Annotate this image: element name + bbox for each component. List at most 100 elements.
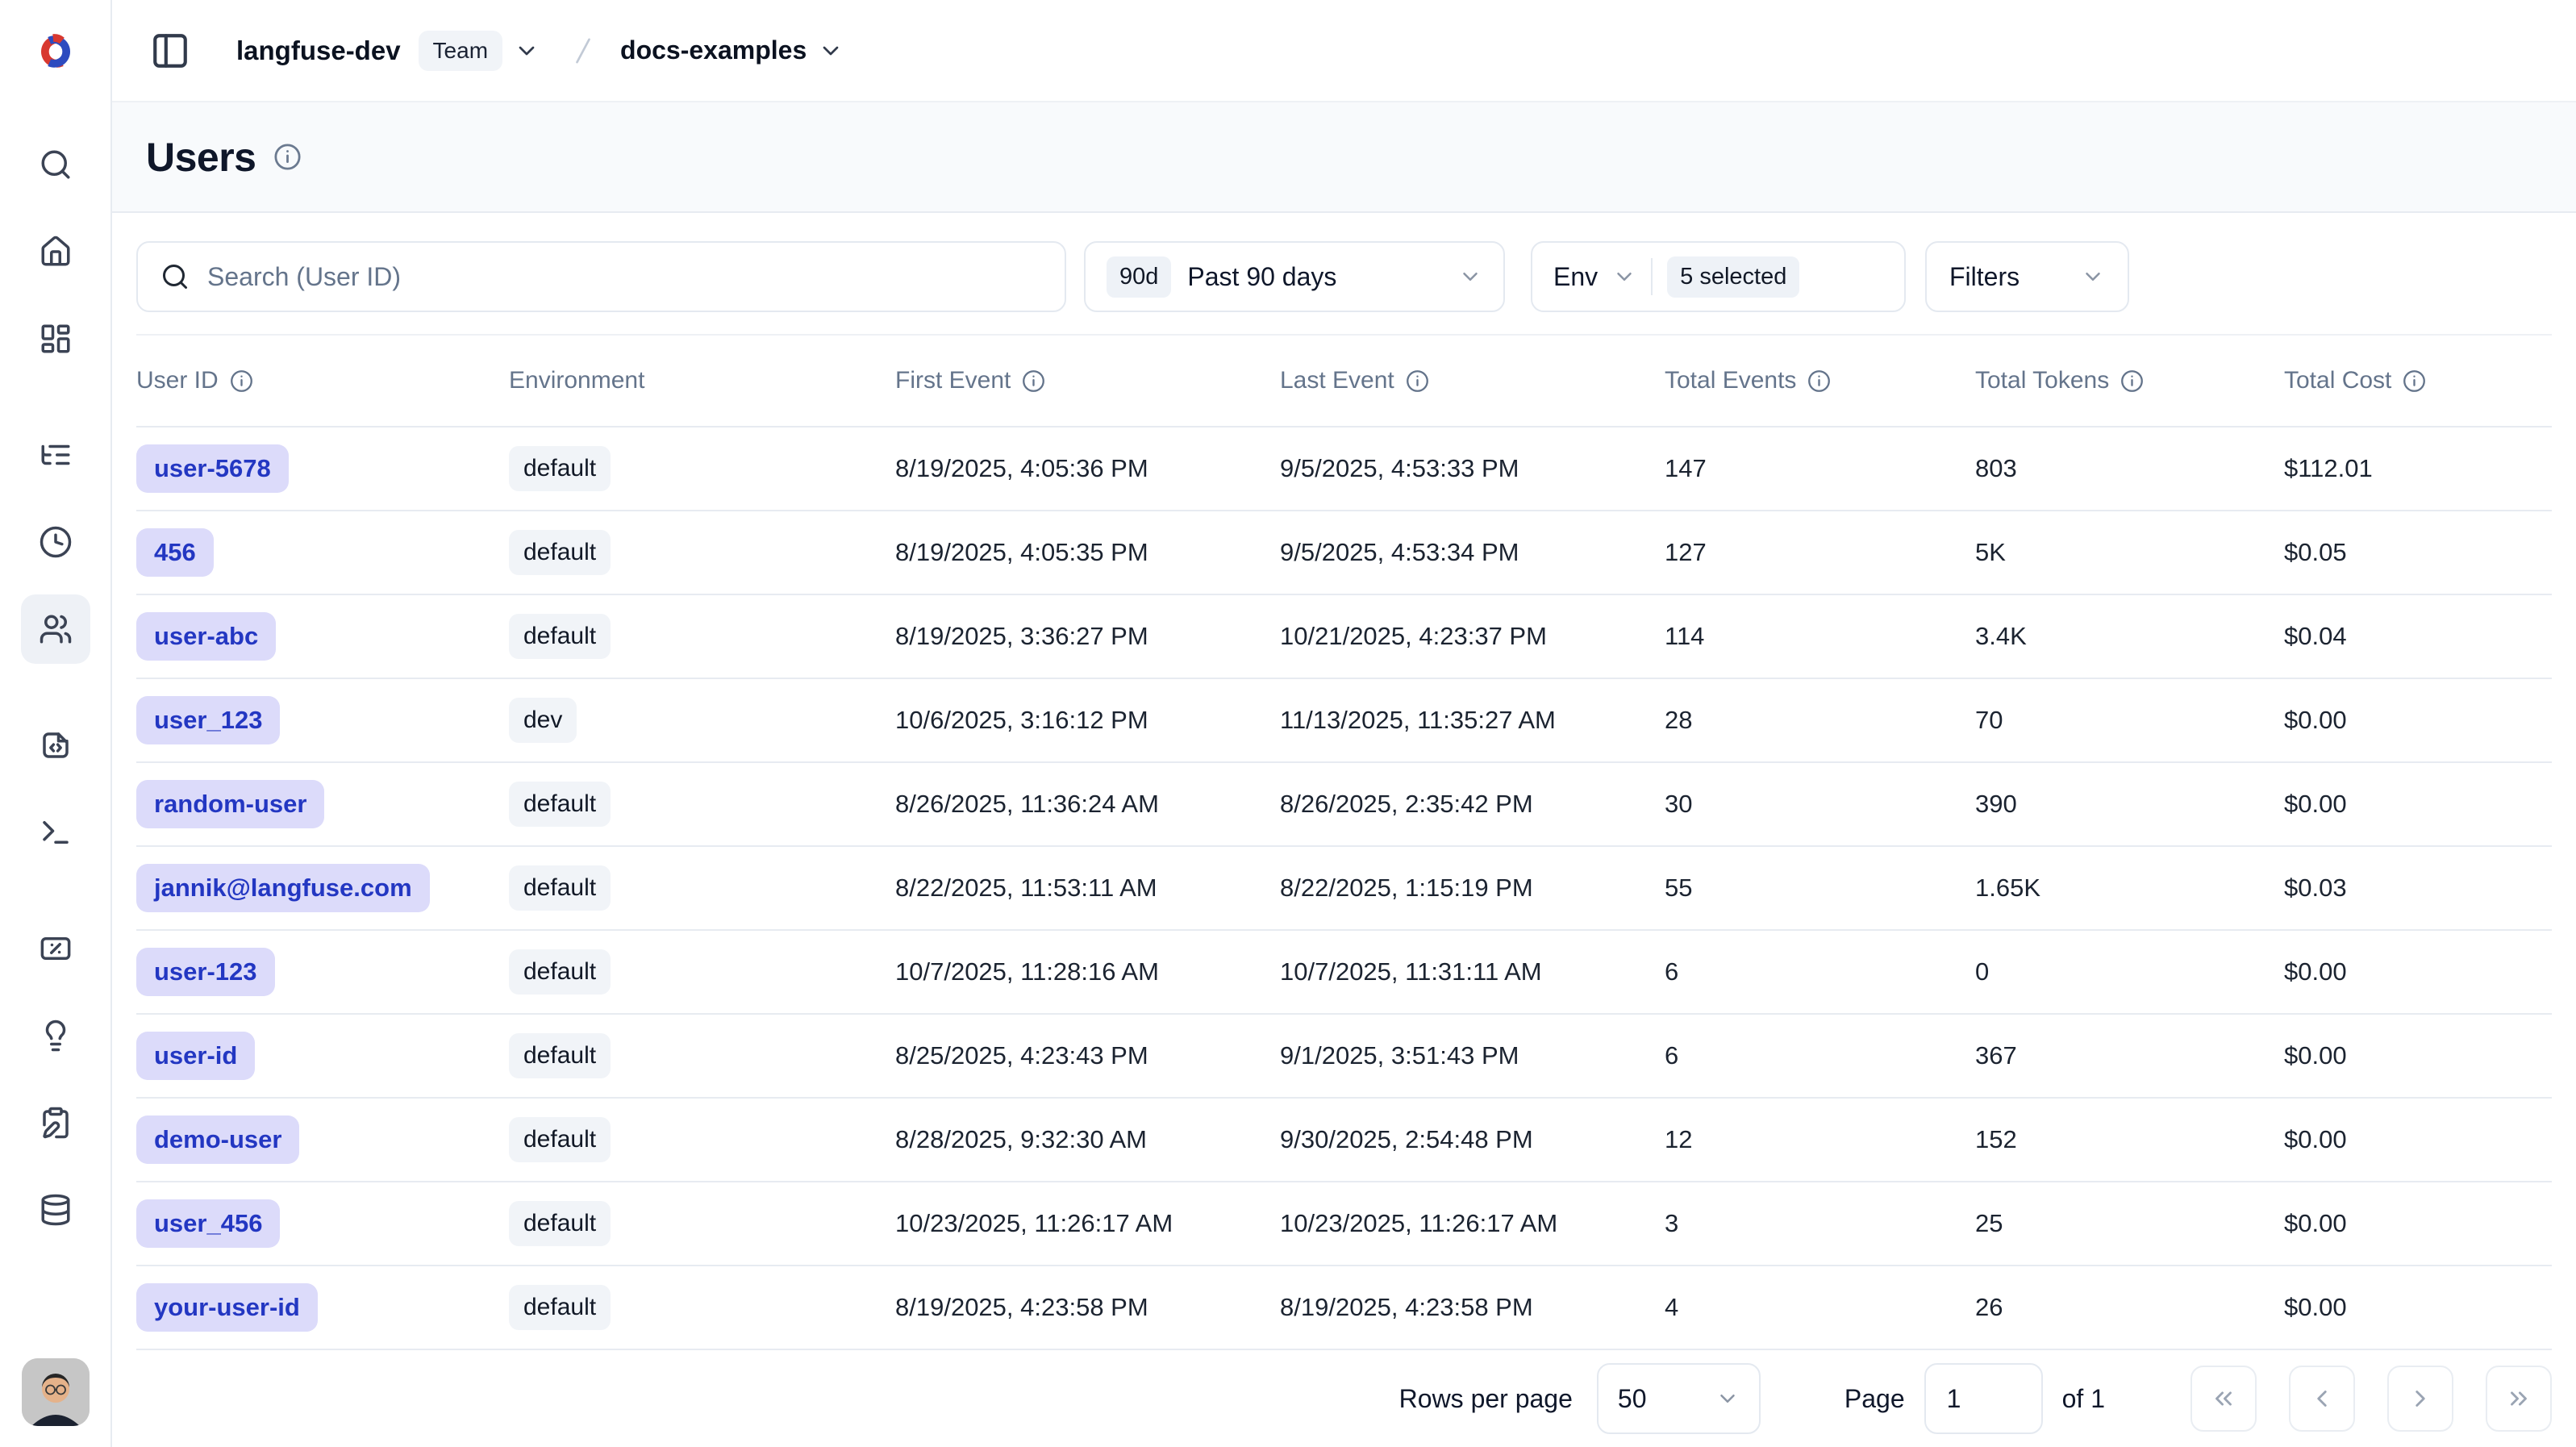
date-range-badge: 90d (1107, 256, 1171, 298)
page-title: Users (146, 134, 256, 181)
table-row[interactable]: user_456 default 10/23/2025, 11:26:17 AM… (136, 1182, 2552, 1266)
sidebar-item-playground[interactable] (21, 798, 90, 867)
column-label: Total Cost (2284, 367, 2391, 394)
column-label: User ID (136, 367, 219, 394)
environment-cell: default (509, 865, 895, 911)
first-page-button[interactable] (2190, 1366, 2257, 1432)
last-event-cell: 9/5/2025, 4:53:33 PM (1280, 454, 1665, 483)
total-events-cell: 3 (1665, 1209, 1975, 1238)
dashboard-grid-icon (39, 322, 73, 356)
total-events-cell: 6 (1665, 957, 1975, 986)
search-input[interactable] (207, 262, 1042, 292)
filters-button[interactable]: Filters (1925, 241, 2129, 312)
project-switcher-button[interactable] (818, 38, 844, 64)
user-id-pill[interactable]: user-abc (136, 612, 276, 661)
sidebar-item-sessions[interactable] (21, 507, 90, 577)
rows-per-page-value: 50 (1618, 1384, 1647, 1414)
table-header-row: User ID Environment First Event Last Eve… (136, 336, 2552, 427)
total-cost-cell: $0.00 (2284, 706, 2552, 735)
user-id-pill[interactable]: random-user (136, 780, 324, 828)
filters-label: Filters (1949, 262, 2020, 292)
sidebar-item-tracing[interactable] (21, 420, 90, 490)
environment-filter-button[interactable]: Env 5 selected (1531, 241, 1906, 312)
table-row[interactable]: user-id default 8/25/2025, 4:23:43 PM 9/… (136, 1015, 2552, 1099)
sidebar-item-prompts[interactable] (21, 711, 90, 780)
first-event-cell: 8/22/2025, 11:53:11 AM (895, 874, 1280, 903)
app-root: langfuse-dev Team docs-examples Users (0, 0, 2576, 1447)
user-id-pill[interactable]: user_123 (136, 696, 280, 744)
chevron-down-icon (818, 38, 844, 64)
info-icon[interactable] (1807, 369, 1832, 394)
column-header-total-events: Total Events (1665, 367, 1975, 394)
total-events-cell: 30 (1665, 790, 1975, 819)
table-row[interactable]: user_123 dev 10/6/2025, 3:16:12 PM 11/13… (136, 679, 2552, 763)
date-range-button[interactable]: 90d Past 90 days (1084, 241, 1505, 312)
sidebar-item-evaluation[interactable] (21, 914, 90, 983)
table-row[interactable]: 456 default 8/19/2025, 4:05:35 PM 9/5/20… (136, 511, 2552, 595)
column-header-total-tokens: Total Tokens (1975, 367, 2284, 394)
table-row[interactable]: demo-user default 8/28/2025, 9:32:30 AM … (136, 1099, 2552, 1182)
page-info-icon[interactable] (273, 142, 302, 172)
table-row[interactable]: your-user-id default 8/19/2025, 4:23:58 … (136, 1266, 2552, 1350)
sidebar-item-home[interactable] (21, 217, 90, 286)
sidebar-item-annotation[interactable] (21, 1088, 90, 1157)
breadcrumb-org[interactable]: langfuse-dev (236, 35, 401, 66)
rows-per-page-select[interactable]: 50 (1597, 1363, 1761, 1434)
user-id-pill[interactable]: your-user-id (136, 1283, 318, 1332)
last-event-cell: 11/13/2025, 11:35:27 AM (1280, 706, 1665, 735)
sidebar-item-datasets[interactable] (21, 1175, 90, 1245)
sidebar-item-insights[interactable] (21, 1001, 90, 1070)
column-label: Total Events (1665, 367, 1796, 394)
total-cost-cell: $0.00 (2284, 790, 2552, 819)
column-label: Total Tokens (1975, 367, 2109, 394)
user-id-pill[interactable]: demo-user (136, 1115, 299, 1164)
user-id-pill[interactable]: user-123 (136, 948, 275, 996)
total-events-cell: 6 (1665, 1041, 1975, 1070)
info-icon[interactable] (1405, 369, 1430, 394)
user-id-pill[interactable]: user-id (136, 1032, 255, 1080)
search-icon (160, 262, 190, 291)
table-row[interactable]: random-user default 8/26/2025, 11:36:24 … (136, 763, 2552, 847)
org-switcher-button[interactable] (514, 38, 540, 64)
table-row[interactable]: user-5678 default 8/19/2025, 4:05:36 PM … (136, 427, 2552, 511)
next-page-button[interactable] (2387, 1366, 2453, 1432)
user-id-pill[interactable]: user-5678 (136, 444, 289, 493)
info-icon[interactable] (2120, 369, 2145, 394)
info-icon[interactable] (2402, 369, 2427, 394)
column-label: Last Event (1280, 367, 1394, 394)
total-tokens-cell: 1.65K (1975, 874, 2284, 903)
table-row[interactable]: jannik@langfuse.com default 8/22/2025, 1… (136, 847, 2552, 931)
topbar: langfuse-dev Team docs-examples (112, 0, 2576, 102)
total-cost-cell: $0.00 (2284, 1293, 2552, 1322)
breadcrumb-project[interactable]: docs-examples (620, 35, 807, 65)
environment-badge: default (509, 446, 611, 491)
user-id-cell: user-id (136, 1032, 509, 1080)
environment-filter-label: Env (1553, 262, 1598, 292)
sidebar-item-users[interactable] (21, 594, 90, 664)
last-page-button[interactable] (2486, 1366, 2552, 1432)
avatar-photo (22, 1358, 90, 1426)
sidebar-item-dashboards[interactable] (21, 304, 90, 373)
first-event-cell: 8/19/2025, 4:23:58 PM (895, 1293, 1280, 1322)
user-id-pill[interactable]: user_456 (136, 1199, 280, 1248)
table-row[interactable]: user-abc default 8/19/2025, 3:36:27 PM 1… (136, 595, 2552, 679)
user-id-pill[interactable]: 456 (136, 528, 214, 577)
org-logo[interactable] (0, 0, 110, 102)
environment-badge: default (509, 949, 611, 995)
user-id-pill[interactable]: jannik@langfuse.com (136, 864, 430, 912)
total-cost-cell: $0.03 (2284, 874, 2552, 903)
total-cost-cell: $0.05 (2284, 538, 2552, 567)
sidebar-toggle-button[interactable] (148, 28, 193, 73)
chevron-right-icon (2407, 1385, 2434, 1412)
previous-page-button[interactable] (2289, 1366, 2355, 1432)
environment-badge: default (509, 530, 611, 575)
user-avatar[interactable] (22, 1358, 90, 1426)
sidebar-item-search[interactable] (21, 130, 90, 199)
table-row[interactable]: user-123 default 10/7/2025, 11:28:16 AM … (136, 931, 2552, 1015)
total-tokens-cell: 367 (1975, 1041, 2284, 1070)
info-icon[interactable] (229, 369, 254, 394)
info-icon[interactable] (1021, 369, 1046, 394)
sidebar-nav (21, 130, 90, 1245)
environment-badge: dev (509, 698, 577, 743)
page-number-input[interactable] (1924, 1363, 2043, 1434)
